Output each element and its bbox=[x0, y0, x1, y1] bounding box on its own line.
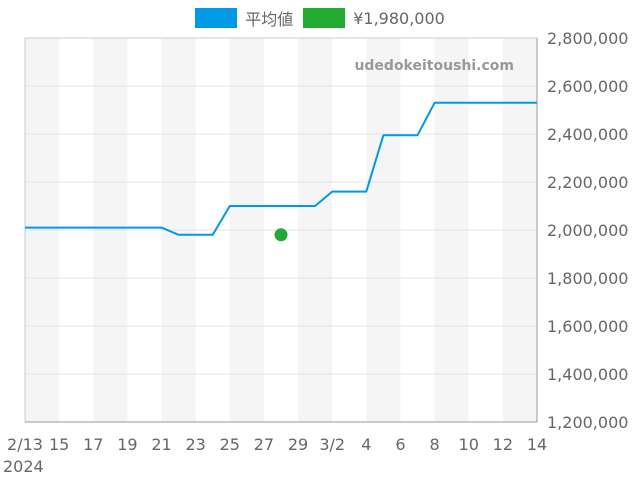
x-tick-label: 6 bbox=[395, 435, 405, 454]
legend-swatch-price bbox=[303, 8, 346, 28]
y-tick-label: 1,600,000 bbox=[547, 317, 628, 336]
y-tick-label: 2,000,000 bbox=[547, 221, 628, 240]
legend-item-price[interactable]: ¥1,980,000 bbox=[303, 8, 445, 28]
x-tick-label: 10 bbox=[459, 435, 479, 454]
x-year-label: 2024 bbox=[3, 457, 44, 476]
y-tick-label: 1,200,000 bbox=[547, 413, 628, 432]
y-tick-label: 2,400,000 bbox=[547, 125, 628, 144]
data-point-price bbox=[274, 228, 288, 242]
x-tick-label: 12 bbox=[493, 435, 513, 454]
y-tick-label: 2,600,000 bbox=[547, 77, 628, 96]
x-tick-label: 8 bbox=[430, 435, 440, 454]
x-tick-label: 25 bbox=[220, 435, 240, 454]
x-tick-label: 3/2 bbox=[319, 435, 345, 454]
chart-legend: 平均値 ¥1,980,000 bbox=[0, 6, 640, 30]
x-tick-label: 2/13 bbox=[7, 435, 43, 454]
x-tick-label: 4 bbox=[361, 435, 371, 454]
y-tick-label: 1,400,000 bbox=[547, 365, 628, 384]
legend-label-price: ¥1,980,000 bbox=[353, 8, 445, 28]
x-tick-label: 15 bbox=[49, 435, 69, 454]
series-line-average bbox=[25, 101, 537, 236]
y-tick-label: 1,800,000 bbox=[547, 269, 628, 288]
legend-swatch-average bbox=[195, 8, 238, 28]
x-tick-label: 29 bbox=[288, 435, 308, 454]
x-tick-label: 17 bbox=[83, 435, 103, 454]
x-tick-label: 21 bbox=[151, 435, 171, 454]
x-tick-label: 27 bbox=[254, 435, 274, 454]
x-tick-label: 23 bbox=[185, 435, 205, 454]
x-tick-label: 19 bbox=[117, 435, 137, 454]
y-tick-label: 2,200,000 bbox=[547, 173, 628, 192]
watermark: udedokeitoushi.com bbox=[354, 58, 514, 74]
legend-item-average[interactable]: 平均値 bbox=[195, 6, 293, 30]
legend-label-average: 平均値 bbox=[245, 10, 294, 29]
x-tick-label: 14 bbox=[527, 435, 547, 454]
y-tick-label: 2,800,000 bbox=[547, 29, 628, 48]
